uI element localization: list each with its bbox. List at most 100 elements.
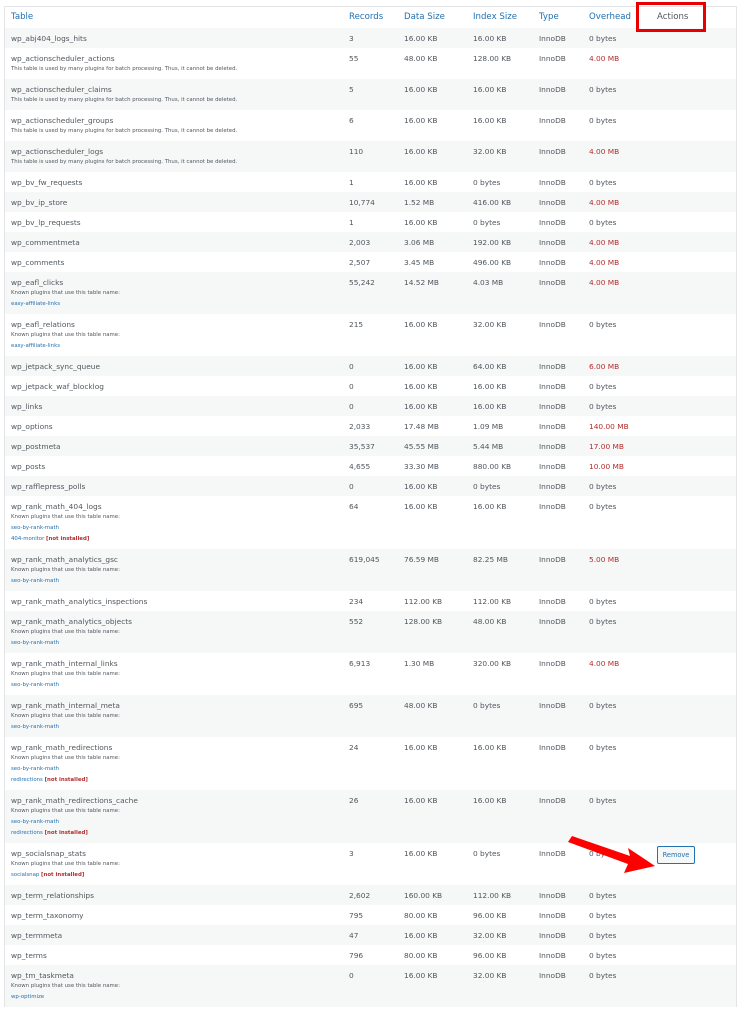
table-name: wp_actionscheduler_actions bbox=[11, 54, 115, 63]
plugin-line: seo-by-rank-math bbox=[5, 764, 736, 775]
cell-index: 1.09 MB bbox=[473, 422, 504, 431]
cell-overhead: 0 bytes bbox=[589, 482, 617, 491]
header-type[interactable]: Type bbox=[539, 12, 559, 22]
table-name: wp_rank_math_analytics_gsc bbox=[11, 555, 118, 564]
remove-button[interactable]: Remove bbox=[657, 846, 695, 864]
table-row: wp_termmeta 47 16.00 KB 32.00 KB InnoDB 0 byt… bbox=[5, 925, 736, 945]
cell-overhead: 4.00 MB bbox=[589, 659, 620, 668]
plugin-link[interactable]: socialsnap bbox=[11, 872, 40, 878]
cell-overhead: 0 bytes bbox=[589, 382, 617, 391]
table-row: wp_eafl_clicks Known plugins that use thi… bbox=[5, 272, 736, 314]
cell-overhead: 4.00 MB bbox=[589, 147, 620, 156]
table-row: wp_actionscheduler_groups This table is u… bbox=[5, 110, 736, 141]
known-plugins-label: Known plugins that use this table name: bbox=[11, 629, 120, 635]
table-row: wp_actionscheduler_logs This table is use… bbox=[5, 141, 736, 172]
known-plugins-label: Known plugins that use this table name: bbox=[11, 290, 120, 296]
cell-overhead: 4.00 MB bbox=[589, 198, 620, 207]
cell-index: 32.00 KB bbox=[473, 147, 507, 156]
known-plugins-label: Known plugins that use this table name: bbox=[11, 514, 120, 520]
cell-type: InnoDB bbox=[539, 116, 566, 125]
cell-records: 110 bbox=[349, 147, 364, 156]
known-plugins-label: Known plugins that use this table name: bbox=[11, 983, 120, 989]
plugin-link[interactable]: seo-by-rank-math bbox=[11, 724, 60, 730]
cell-overhead: 0 bytes bbox=[589, 85, 617, 94]
plugin-link[interactable]: 404-monitor bbox=[11, 536, 45, 542]
table-row: wp_rank_math_redirections_cache Known plu… bbox=[5, 790, 736, 843]
header-data-size[interactable]: Data Size bbox=[404, 12, 445, 22]
cell-data: 16.00 KB bbox=[404, 178, 438, 187]
cell-records: 5 bbox=[349, 85, 354, 94]
cell-type: InnoDB bbox=[539, 849, 566, 858]
cell-index: 496.00 KB bbox=[473, 258, 512, 267]
cell-overhead: 0 bytes bbox=[589, 178, 617, 187]
table-name: wp_actionscheduler_groups bbox=[11, 116, 114, 125]
cell-overhead: 4.00 MB bbox=[589, 238, 620, 247]
cell-index: 16.00 KB bbox=[473, 502, 507, 511]
cell-records: 55,242 bbox=[349, 278, 375, 287]
plugin-line: socialsnap [not installed] bbox=[5, 870, 736, 881]
cell-data: 16.00 KB bbox=[404, 218, 438, 227]
plugin-link[interactable]: seo-by-rank-math bbox=[11, 682, 60, 688]
header-records[interactable]: Records bbox=[349, 12, 384, 22]
header-index-size[interactable]: Index Size bbox=[473, 12, 518, 22]
cell-index: 128.00 KB bbox=[473, 54, 512, 63]
known-plugins-label: Known plugins that use this table name: bbox=[11, 332, 120, 338]
cell-index: 0 bytes bbox=[473, 178, 501, 187]
table-name: wp_rank_math_internal_meta bbox=[11, 701, 120, 710]
cell-type: InnoDB bbox=[539, 971, 566, 980]
cell-index: 416.00 KB bbox=[473, 198, 512, 207]
table-name: wp_commentmeta bbox=[11, 238, 80, 247]
plugin-line: redirections [not installed] bbox=[5, 828, 736, 839]
cell-overhead: 0 bytes bbox=[589, 951, 617, 960]
header-overhead[interactable]: Overhead bbox=[589, 12, 631, 22]
plugin-link[interactable]: seo-by-rank-math bbox=[11, 819, 60, 825]
cell-data: 17.48 MB bbox=[404, 422, 439, 431]
cell-records: 552 bbox=[349, 617, 364, 626]
cell-records: 619,045 bbox=[349, 555, 380, 564]
cell-index: 0 bytes bbox=[473, 849, 501, 858]
plugin-link[interactable]: seo-by-rank-math bbox=[11, 578, 60, 584]
table-name: wp_terms bbox=[11, 951, 47, 960]
table-row: wp_posts 4,655 33.30 MB 880.00 KB InnoDB 10.0… bbox=[5, 456, 736, 476]
table-name: wp_rank_math_404_logs bbox=[11, 502, 102, 511]
plugin-link[interactable]: wp-optimize bbox=[11, 994, 45, 1000]
cell-index: 112.00 KB bbox=[473, 891, 512, 900]
cell-overhead: 0 bytes bbox=[589, 34, 617, 43]
plugin-link[interactable]: seo-by-rank-math bbox=[11, 640, 60, 646]
actions-highlight-box bbox=[636, 2, 706, 32]
cell-records: 4,655 bbox=[349, 462, 371, 471]
plugin-link[interactable]: seo-by-rank-math bbox=[11, 766, 60, 772]
cell-index: 32.00 KB bbox=[473, 931, 507, 940]
table-name: wp_rafflepress_polls bbox=[11, 482, 86, 491]
plugin-link[interactable]: easy-affiliate-links bbox=[11, 301, 60, 307]
cell-overhead: 0 bytes bbox=[589, 402, 617, 411]
cell-records: 0 bbox=[349, 402, 354, 411]
table-row: wp_term_relationships 2,602 160.00 KB 112.0… bbox=[5, 885, 736, 905]
cell-index: 96.00 KB bbox=[473, 951, 507, 960]
cell-overhead: 0 bytes bbox=[589, 849, 617, 858]
cell-data: 48.00 KB bbox=[404, 54, 438, 63]
plugin-link[interactable]: seo-by-rank-math bbox=[11, 525, 60, 531]
plugin-link[interactable]: redirections bbox=[11, 830, 43, 836]
cell-data: 80.00 KB bbox=[404, 911, 438, 920]
table-name: wp_termmeta bbox=[11, 931, 63, 940]
cell-overhead: 0 bytes bbox=[589, 502, 617, 511]
cell-index: 16.00 KB bbox=[473, 85, 507, 94]
cell-type: InnoDB bbox=[539, 178, 566, 187]
cell-type: InnoDB bbox=[539, 555, 566, 564]
plugin-link[interactable]: easy-affiliate-links bbox=[11, 343, 60, 349]
table-name: wp_comments bbox=[11, 258, 65, 267]
cell-type: InnoDB bbox=[539, 258, 566, 267]
not-installed-badge: [not installed] bbox=[41, 872, 85, 878]
table-row: wp_rafflepress_polls 0 16.00 KB 0 bytes Inno… bbox=[5, 476, 736, 496]
cell-type: InnoDB bbox=[539, 238, 566, 247]
known-plugins-label: Known plugins that use this table name: bbox=[11, 755, 120, 761]
cell-type: InnoDB bbox=[539, 502, 566, 511]
cell-data: 16.00 KB bbox=[404, 147, 438, 156]
plugin-link[interactable]: redirections bbox=[11, 777, 43, 783]
table-name: wp_jetpack_sync_queue bbox=[11, 362, 101, 371]
header-table[interactable]: Table bbox=[11, 12, 34, 22]
cell-records: 0 bbox=[349, 382, 354, 391]
table-name: wp_term_taxonomy bbox=[11, 911, 84, 920]
cell-records: 6,913 bbox=[349, 659, 371, 668]
